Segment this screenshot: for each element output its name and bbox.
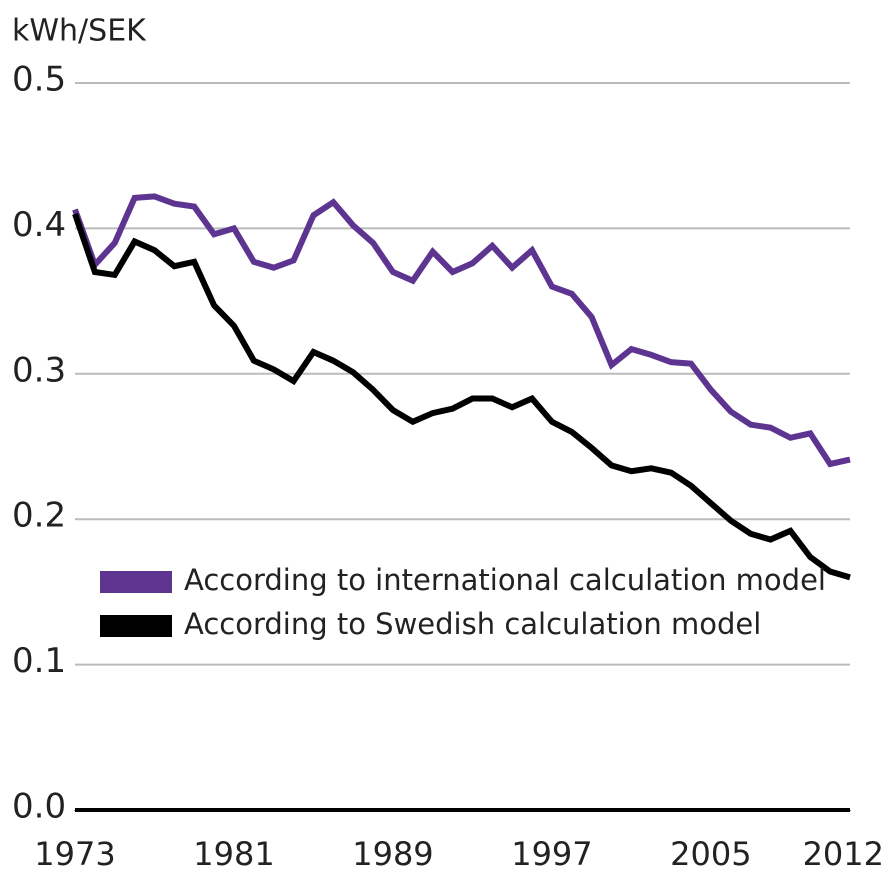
x-tick-label: 1981 [193,835,274,873]
y-tick-label: 0.4 [12,205,66,245]
x-tick-label: 1973 [34,835,115,873]
y-tick-label: 0.1 [12,641,66,681]
legend-label: According to Swedish calculation model [184,607,761,641]
legend-swatch [100,615,172,637]
y-tick-label: 0.2 [12,496,66,536]
data-line [72,212,851,581]
x-tick-label: 2012 [803,835,884,873]
y-tick-label: 0.5 [12,60,66,100]
x-tick-label: 1989 [352,835,433,873]
legend-swatch [100,571,172,593]
y-tick-label: 0.0 [12,787,66,827]
x-tick-label: 1997 [511,835,592,873]
y-axis-label: kWh/SEK [12,14,147,49]
x-tick-label: 2005 [670,835,751,873]
legend-label: According to international calculation m… [184,563,826,597]
data-line [72,193,851,468]
y-tick-label: 0.3 [12,350,66,390]
